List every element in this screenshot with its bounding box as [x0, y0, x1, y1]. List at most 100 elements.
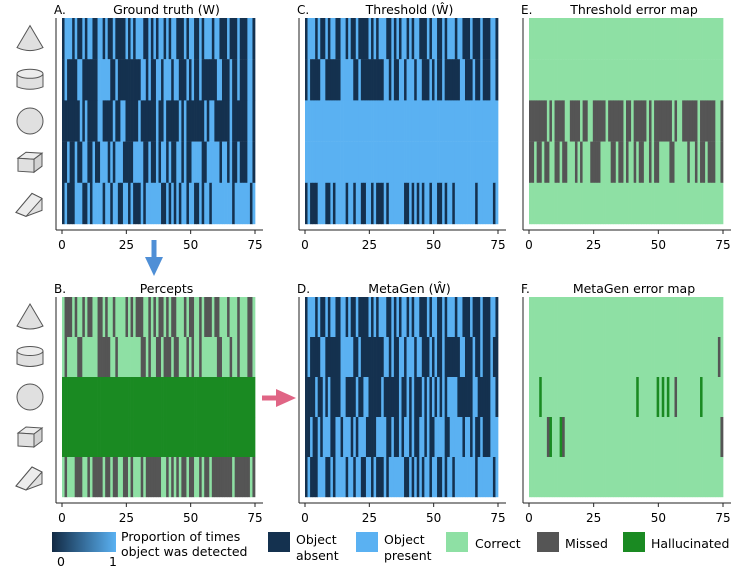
- cell: [310, 100, 313, 142]
- cell: [371, 417, 374, 458]
- cell: [628, 18, 632, 60]
- cell: [567, 59, 571, 101]
- cell: [227, 100, 230, 142]
- cell: [424, 18, 428, 60]
- cell: [592, 18, 596, 60]
- cell: [401, 59, 405, 101]
- cell: [74, 141, 78, 183]
- cell: [641, 182, 645, 225]
- x-tick-label: 50: [183, 511, 198, 525]
- cell: [345, 337, 349, 378]
- cell: [641, 337, 645, 378]
- cell: [368, 100, 372, 142]
- cell: [183, 297, 187, 338]
- cell: [671, 337, 675, 378]
- cell: [643, 417, 647, 458]
- cell: [549, 417, 553, 458]
- cell: [426, 457, 430, 498]
- cell: [209, 59, 213, 101]
- cell: [350, 18, 354, 60]
- cell: [396, 417, 400, 458]
- cell: [610, 377, 614, 418]
- cell: [355, 100, 359, 142]
- cell: [554, 297, 558, 338]
- cell: [161, 457, 164, 498]
- cell: [365, 417, 369, 458]
- cell: [697, 417, 701, 458]
- cell: [406, 377, 410, 418]
- cell: [229, 141, 233, 183]
- panels: 0 25 50 75A. Ground truth (W)0 25 50 75B. Percep…: [54, 2, 731, 525]
- cell: [687, 377, 691, 418]
- cell: [411, 18, 415, 60]
- cell: [102, 59, 106, 101]
- cell: [105, 59, 109, 101]
- cell: [305, 59, 308, 101]
- cell: [350, 182, 354, 225]
- cell: [557, 182, 560, 225]
- cell: [325, 297, 329, 338]
- cell: [406, 457, 410, 498]
- cell: [419, 337, 423, 378]
- cell: [325, 182, 329, 225]
- cell: [671, 182, 675, 225]
- cell: [320, 457, 324, 498]
- cell: [221, 377, 225, 418]
- cell: [715, 141, 719, 183]
- cell: [343, 457, 346, 498]
- cell: [140, 18, 144, 60]
- cube-icon: [16, 151, 44, 174]
- cell: [592, 182, 596, 225]
- cell: [168, 417, 172, 458]
- cell: [490, 59, 494, 101]
- cell: [628, 457, 632, 498]
- cell: [371, 377, 374, 418]
- cell: [381, 141, 385, 183]
- cell: [173, 182, 177, 225]
- cell: [224, 297, 228, 338]
- cell: [340, 457, 344, 498]
- cell: [194, 457, 197, 498]
- cell: [472, 377, 476, 418]
- cell: [138, 457, 142, 498]
- cell: [335, 337, 339, 378]
- cell: [161, 59, 164, 101]
- cell: [219, 377, 223, 418]
- cell: [554, 141, 558, 183]
- cell: [391, 337, 395, 378]
- cell: [646, 297, 650, 338]
- cell: [128, 377, 131, 418]
- cell: [191, 297, 195, 338]
- cell: [689, 18, 693, 60]
- cell: [396, 182, 400, 225]
- cell: [434, 457, 438, 498]
- cell: [201, 182, 205, 225]
- cell: [437, 141, 440, 183]
- cell: [345, 59, 349, 101]
- cell: [529, 457, 532, 498]
- cell: [434, 182, 438, 225]
- cell: [343, 141, 346, 183]
- cell: [363, 337, 367, 378]
- cell: [368, 18, 372, 60]
- cell: [343, 417, 346, 458]
- cell: [244, 100, 248, 142]
- cell: [191, 377, 195, 418]
- x-tick-label: 0: [525, 238, 533, 252]
- cell: [414, 141, 418, 183]
- cell: [416, 377, 420, 418]
- cell: [477, 100, 481, 142]
- cell: [401, 457, 405, 498]
- cell: [562, 337, 566, 378]
- cell: [87, 59, 91, 101]
- cell: [378, 377, 382, 418]
- cell: [587, 417, 591, 458]
- cell: [459, 59, 463, 101]
- cell: [669, 18, 673, 60]
- cell: [710, 377, 714, 418]
- cell: [462, 18, 466, 60]
- cell: [128, 59, 131, 101]
- cell: [424, 337, 428, 378]
- cell: [388, 337, 392, 378]
- cell: [376, 297, 379, 338]
